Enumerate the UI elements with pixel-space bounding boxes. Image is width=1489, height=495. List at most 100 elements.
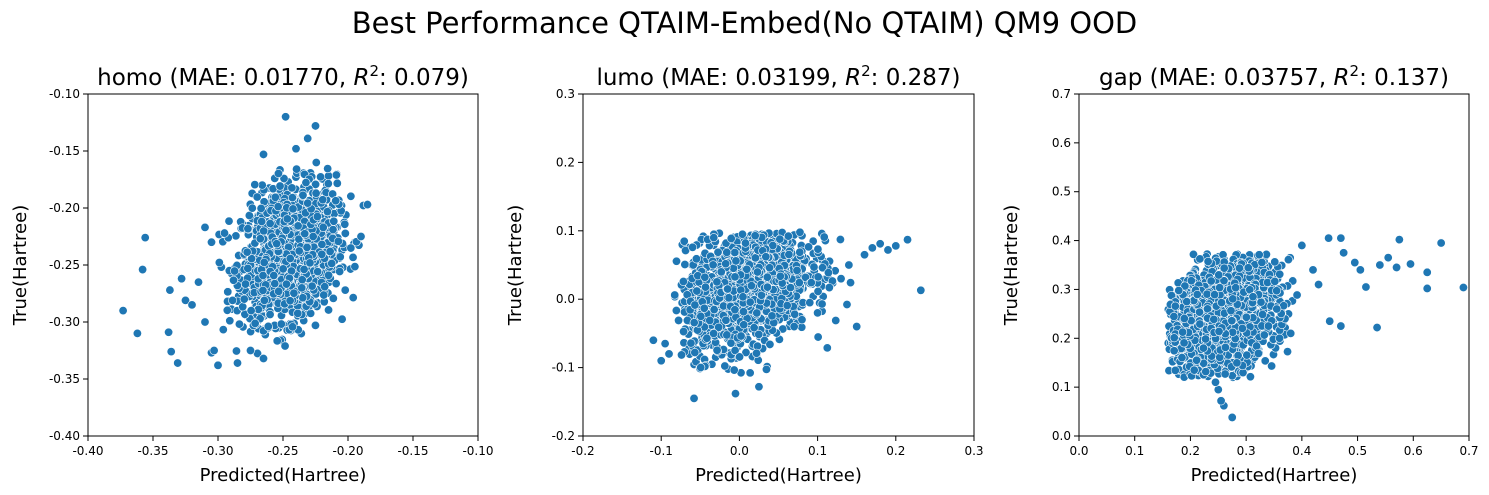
data-point — [270, 279, 280, 289]
data-point — [713, 247, 723, 257]
data-point — [1195, 254, 1205, 264]
data-point — [712, 345, 722, 355]
data-point — [738, 292, 748, 302]
y-tick-label: 0.3 — [556, 87, 575, 101]
data-point — [165, 285, 175, 295]
data-point — [679, 327, 689, 337]
data-point — [313, 267, 323, 277]
data-point — [1245, 372, 1255, 382]
data-point — [331, 196, 341, 206]
data-point — [804, 242, 814, 252]
data-point — [231, 231, 241, 241]
y-tick-label: -0.2 — [552, 429, 575, 443]
data-point — [1217, 298, 1227, 308]
data-point — [1214, 270, 1224, 280]
data-point — [842, 300, 852, 310]
data-point — [269, 271, 279, 281]
data-point — [741, 348, 751, 358]
data-point — [819, 232, 829, 242]
data-point — [775, 234, 785, 244]
data-point — [298, 293, 308, 303]
data-point — [218, 325, 228, 335]
data-point — [331, 170, 341, 180]
data-point — [337, 314, 347, 324]
data-point — [324, 270, 334, 280]
data-point — [259, 226, 269, 236]
x-tick-label: 0.0 — [730, 444, 749, 458]
data-point — [699, 303, 709, 313]
data-point — [700, 272, 710, 282]
data-point — [765, 263, 775, 273]
data-point — [648, 335, 658, 345]
data-point — [348, 293, 358, 303]
data-point — [272, 336, 282, 346]
data-point — [1192, 290, 1202, 300]
data-point — [200, 317, 210, 327]
data-point — [311, 179, 321, 189]
data-point — [335, 267, 345, 277]
data-point — [813, 272, 823, 282]
data-point — [722, 330, 732, 340]
data-point — [285, 253, 295, 263]
data-point — [745, 368, 755, 378]
data-point — [340, 285, 350, 295]
data-point — [281, 279, 291, 289]
data-point — [721, 315, 731, 325]
data-point — [1201, 367, 1211, 377]
y-tick-label: -0.20 — [49, 201, 80, 215]
data-point — [302, 242, 312, 252]
data-point — [1272, 286, 1282, 296]
data-point — [331, 279, 341, 289]
data-point — [246, 345, 256, 355]
data-point — [739, 320, 749, 330]
data-point — [805, 298, 815, 308]
data-point — [1267, 361, 1277, 371]
x-tick-label: -0.35 — [137, 444, 168, 458]
data-point — [281, 112, 291, 122]
data-point — [875, 239, 885, 249]
data-point — [293, 221, 303, 231]
data-point — [291, 144, 301, 154]
data-point — [722, 247, 732, 257]
data-point — [276, 319, 286, 329]
data-point — [1237, 323, 1247, 333]
data-point — [258, 353, 268, 363]
data-point — [1254, 250, 1264, 260]
figure-title: Best Performance QTAIM-Embed(No QTAIM) Q… — [351, 6, 1138, 40]
x-tick-label: -0.10 — [462, 444, 493, 458]
data-point — [1242, 350, 1252, 360]
data-point — [328, 225, 338, 235]
data-point — [246, 306, 256, 316]
data-point — [836, 274, 846, 284]
data-point — [822, 343, 832, 353]
y-tick-label: -0.40 — [49, 429, 80, 443]
panel-title: lumo (MAE: 0.03199, R2: 0.287) — [596, 62, 960, 91]
data-point — [795, 247, 805, 257]
data-point — [775, 271, 785, 281]
data-point — [293, 308, 303, 318]
y-tick-label: 0.2 — [556, 155, 575, 169]
data-point — [1169, 311, 1179, 321]
data-point — [275, 181, 285, 191]
data-point — [265, 218, 275, 228]
y-tick-label: -0.1 — [552, 361, 575, 375]
data-point — [1292, 290, 1302, 300]
y-tick-label: 0.1 — [556, 224, 575, 238]
data-point — [730, 305, 740, 315]
data-point — [696, 311, 706, 321]
x-tick-label: 0.1 — [808, 444, 827, 458]
y-tick-label: -0.10 — [49, 87, 80, 101]
data-point — [824, 283, 834, 293]
data-point — [677, 350, 687, 360]
data-point — [688, 242, 698, 252]
data-point — [282, 214, 292, 224]
panel-title: homo (MAE: 0.01770, R2: 0.079) — [97, 62, 469, 91]
data-point — [324, 305, 334, 315]
data-point — [278, 264, 288, 274]
data-point — [797, 322, 807, 332]
data-point — [883, 245, 893, 255]
data-point — [234, 319, 244, 329]
data-point — [257, 180, 267, 190]
data-point — [709, 233, 719, 243]
data-point — [223, 287, 233, 297]
